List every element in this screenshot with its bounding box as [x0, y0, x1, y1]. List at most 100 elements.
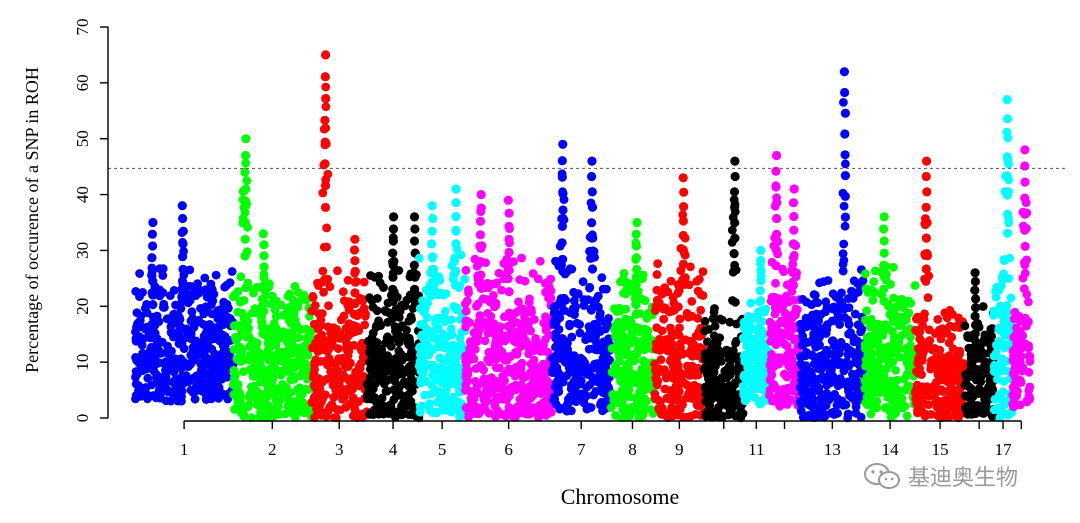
peak-point [730, 233, 740, 243]
snp-point [822, 302, 832, 312]
snp-point [948, 310, 957, 319]
snp-point [920, 274, 929, 284]
snp-point [903, 296, 913, 306]
snp-point [266, 363, 276, 373]
snp-point [141, 357, 151, 367]
snp-point [714, 393, 724, 403]
snp-point [218, 389, 227, 399]
snp-point [712, 338, 722, 348]
snp-point [370, 272, 380, 282]
snp-point [527, 359, 536, 369]
snp-point [846, 346, 856, 356]
snp-point [878, 384, 888, 394]
snp-point [598, 359, 607, 369]
snp-point [653, 259, 663, 268]
snp-point [230, 290, 240, 299]
peak-point [788, 253, 799, 263]
peak-point [679, 274, 689, 284]
snp-point [618, 405, 627, 414]
snp-point [944, 338, 954, 348]
peak-point [771, 182, 781, 192]
snp-point [894, 337, 904, 347]
snp-point [387, 314, 397, 324]
snp-point [583, 295, 593, 304]
snp-point [712, 351, 722, 361]
peak-point [178, 239, 188, 249]
snp-point [866, 409, 876, 419]
snp-point [624, 362, 633, 372]
snp-point [319, 287, 328, 297]
snp-point [727, 404, 737, 414]
snp-point [795, 382, 805, 392]
snp-point [593, 345, 602, 355]
snp-point [315, 384, 325, 394]
snp-point [305, 326, 315, 335]
peak-point [631, 229, 641, 239]
snp-point [533, 274, 543, 284]
snp-point [241, 283, 251, 292]
snp-point [572, 290, 581, 300]
snp-point [597, 273, 607, 282]
snp-point [489, 291, 498, 300]
snp-point [604, 355, 614, 365]
snp-point [270, 355, 280, 365]
snp-point [493, 406, 502, 415]
snp-point [225, 278, 235, 287]
snp-point [754, 326, 763, 336]
snp-point [661, 373, 671, 383]
snp-point [158, 271, 168, 280]
peak-point [177, 290, 188, 300]
snp-point [665, 395, 675, 404]
snp-point [829, 410, 839, 419]
peak-point [970, 276, 981, 287]
snp-point [843, 409, 853, 419]
snp-point [490, 376, 500, 385]
peak-point [410, 284, 420, 294]
snp-point [650, 306, 660, 315]
snp-point [565, 264, 575, 273]
snp-point [882, 349, 892, 358]
snp-point [614, 348, 624, 358]
peak-point [349, 309, 359, 319]
snp-point [166, 396, 176, 406]
peak-point [840, 108, 851, 118]
peak-point [320, 159, 330, 169]
snp-point [421, 376, 431, 386]
peak-point [1020, 209, 1030, 219]
snp-point [364, 336, 373, 346]
snp-point [802, 411, 811, 421]
snp-point [497, 382, 507, 391]
snp-point [578, 277, 588, 287]
snp-point [815, 332, 824, 342]
snp-point [675, 314, 685, 324]
snp-point [923, 293, 933, 302]
peak-point [1020, 193, 1030, 203]
snp-point [698, 267, 708, 276]
snp-point [853, 320, 863, 330]
snp-point [818, 372, 827, 381]
snp-point [438, 372, 447, 381]
snp-point [322, 223, 331, 233]
snp-point [646, 405, 656, 415]
snp-point [693, 401, 703, 411]
snp-point [326, 357, 335, 367]
peak-point [729, 187, 740, 197]
peak-point [771, 261, 781, 271]
snp-point [435, 288, 445, 298]
snp-point [814, 384, 823, 393]
snp-point [746, 298, 756, 308]
snp-point [696, 290, 706, 299]
snp-point [627, 328, 637, 338]
snp-point [1009, 402, 1018, 412]
peak-point [450, 280, 461, 290]
peak-point [587, 264, 598, 274]
snp-point [768, 396, 777, 406]
snp-point [466, 393, 476, 403]
x-tick-label: 2 [268, 440, 277, 459]
snp-point [135, 269, 145, 278]
snp-point [619, 268, 629, 278]
snp-point [830, 340, 840, 350]
peak-point [240, 217, 250, 228]
peak-point [840, 191, 850, 201]
snp-point [314, 281, 323, 290]
